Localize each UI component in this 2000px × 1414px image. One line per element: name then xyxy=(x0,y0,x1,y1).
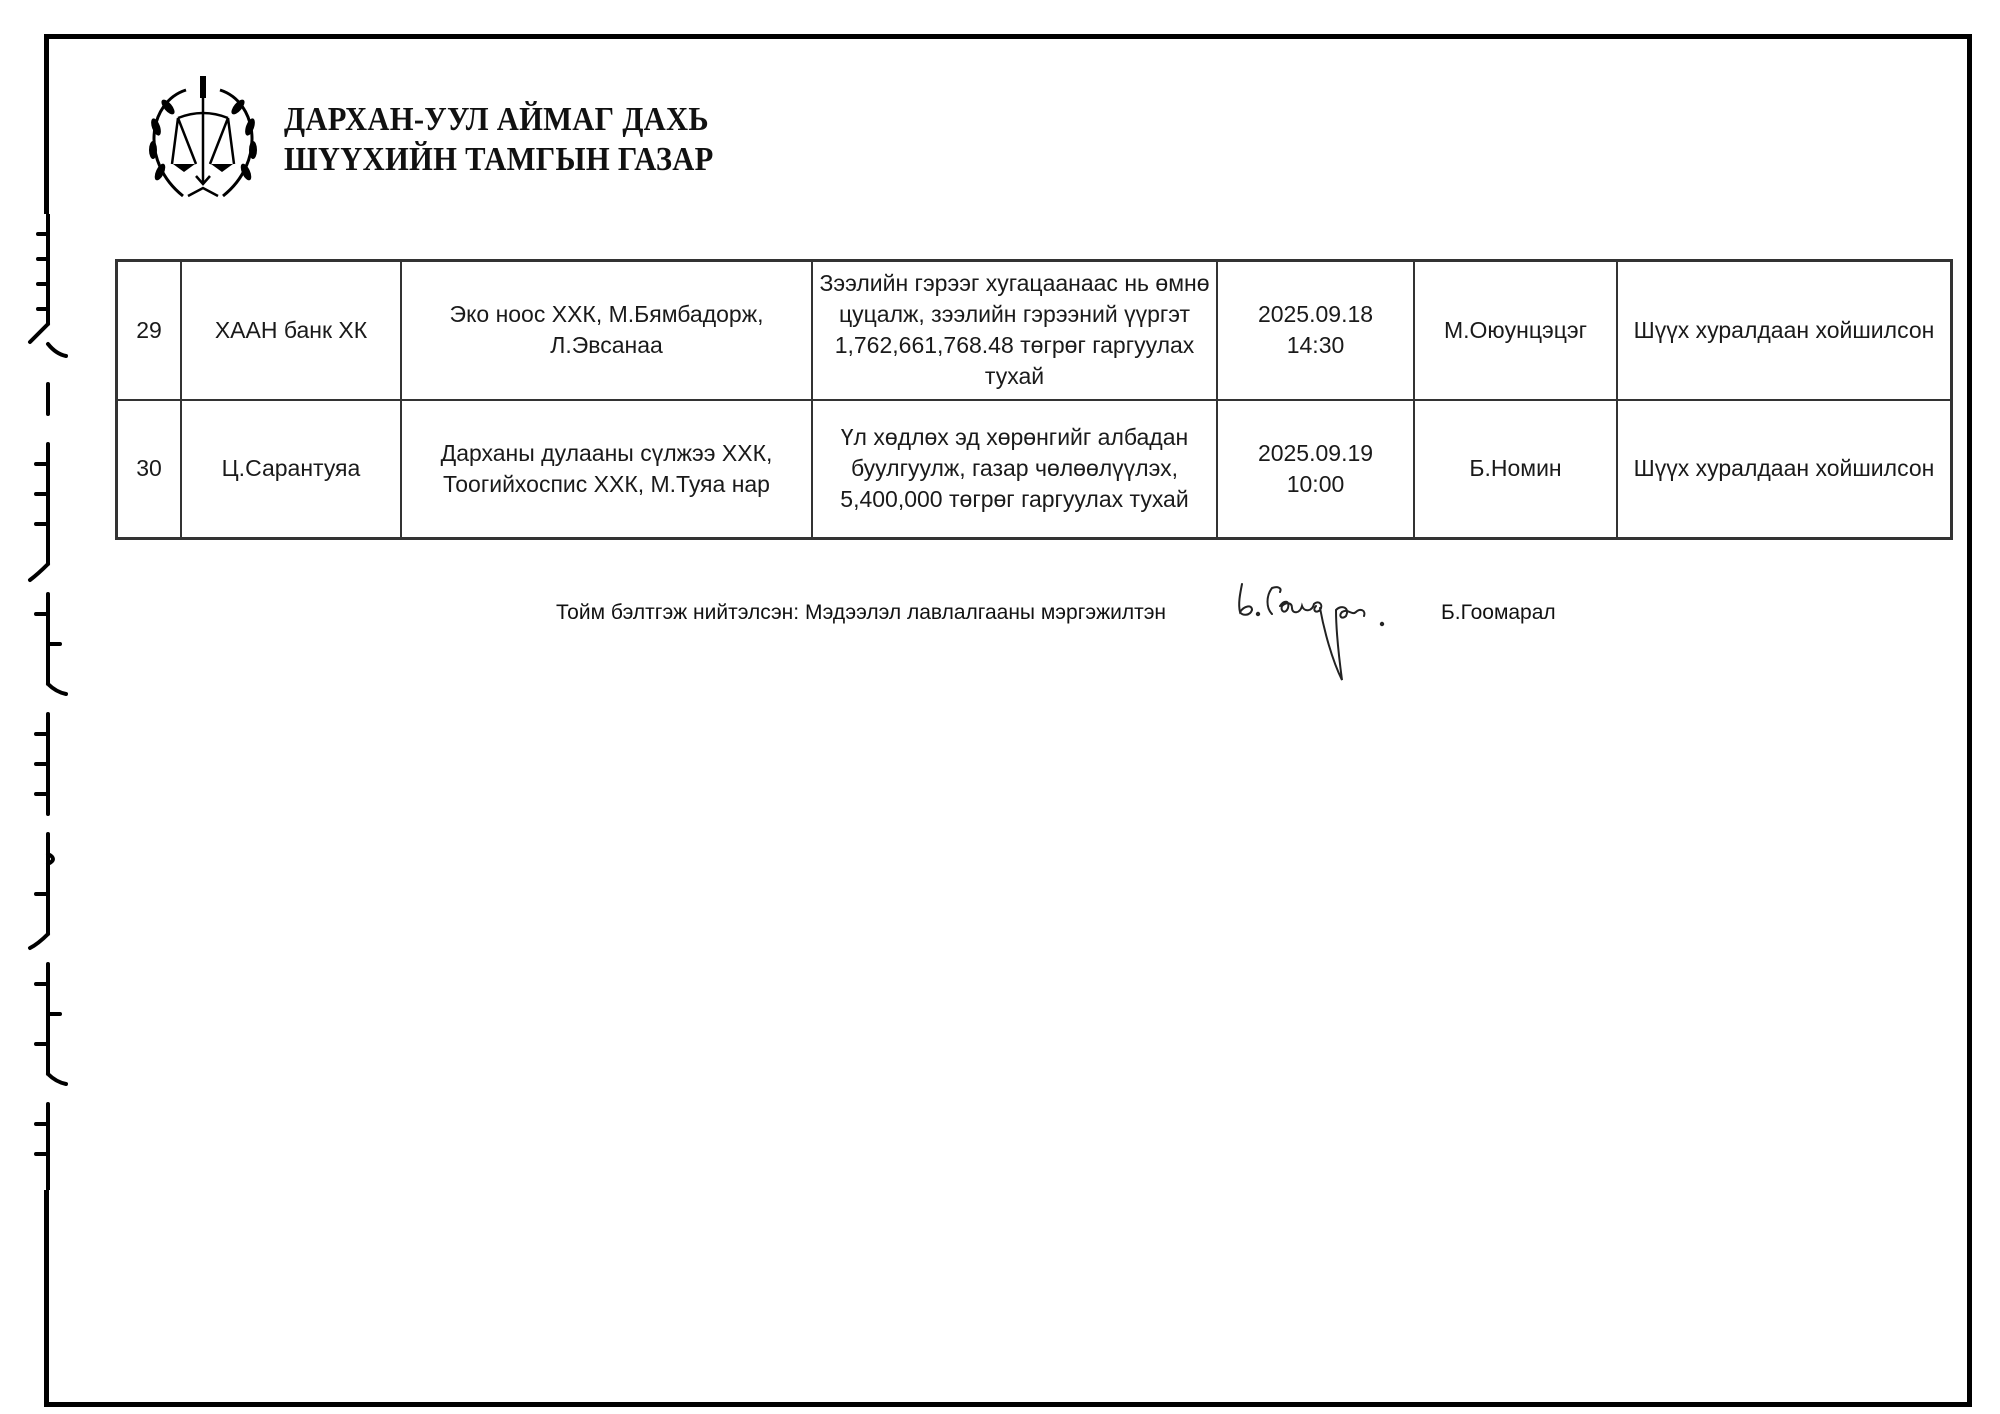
datetime-cell: 2025.09.19 10:00 xyxy=(1216,398,1415,540)
judge-cell: Б.Номин xyxy=(1413,398,1618,540)
row-number: 30 xyxy=(115,398,182,540)
row-number: 29 xyxy=(115,259,182,401)
table-row: 29 ХААН банк ХК Эко ноос ХХК, М.Бямбадор… xyxy=(115,259,1953,401)
status-cell: Шүүх хуралдаан хойшилсон xyxy=(1616,398,1953,540)
plaintiff-cell: Ц.Сарантуяа xyxy=(180,398,402,540)
datetime-cell: 2025.09.18 14:30 xyxy=(1216,259,1415,401)
page-frame-top xyxy=(46,34,1972,39)
page-frame-left xyxy=(44,34,49,214)
judge-cell: М.Оюунцэцэг xyxy=(1413,259,1618,401)
handwritten-signature xyxy=(1238,583,1385,681)
mongolian-script-border xyxy=(28,214,68,1190)
hearing-time: 14:30 xyxy=(1286,332,1345,359)
page-frame-left xyxy=(44,1190,49,1407)
hearing-date: 2025.09.18 xyxy=(1257,301,1374,328)
claim-cell: Үл хөдлөх эд хөрөнгийг албадан буулгуулж… xyxy=(811,398,1218,540)
plaintiff-cell: ХААН банк ХК xyxy=(180,259,402,401)
title-line-1: ДАРХАН-УУЛ АЙМАГ ДАХЬ xyxy=(284,101,709,138)
page-frame-right xyxy=(1967,34,1972,1407)
court-emblem-logo xyxy=(149,76,257,198)
hearing-date: 2025.09.19 xyxy=(1257,439,1374,466)
status-cell: Шүүх хуралдаан хойшилсон xyxy=(1616,259,1953,401)
claim-cell: Зээлийн гэрээг хугацаанаас нь өмнө цуцал… xyxy=(811,259,1218,401)
page-frame-bottom xyxy=(46,1402,1972,1407)
defendant-cell: Дарханы дулааны сүлжээ ХХК, Тоогийхоспис… xyxy=(400,398,813,540)
title-line-2: ШҮҮХИЙН ТАМГЫН ГАЗАР xyxy=(284,141,714,178)
table-row: 30 Ц.Сарантуяа Дарханы дулааны сүлжээ ХХ… xyxy=(115,398,1953,540)
prepared-by-label: Тойм бэлтгэж нийтэлсэн: Мэдээлэл лавлалг… xyxy=(556,601,1167,624)
preparer-name: Б.Гоомарал xyxy=(1441,601,1556,624)
court-hearings-table: 29 ХААН банк ХК Эко ноос ХХК, М.Бямбадор… xyxy=(115,259,1953,540)
defendant-cell: Эко ноос ХХК, М.Бямбадорж, Л.Эвсанаа xyxy=(400,259,813,401)
hearing-time: 10:00 xyxy=(1286,470,1345,497)
court-office-title: ДАРХАН-УУЛ АЙМАГ ДАХЬ ШҮҮХИЙН ТАМГЫН ГАЗ… xyxy=(284,100,714,180)
